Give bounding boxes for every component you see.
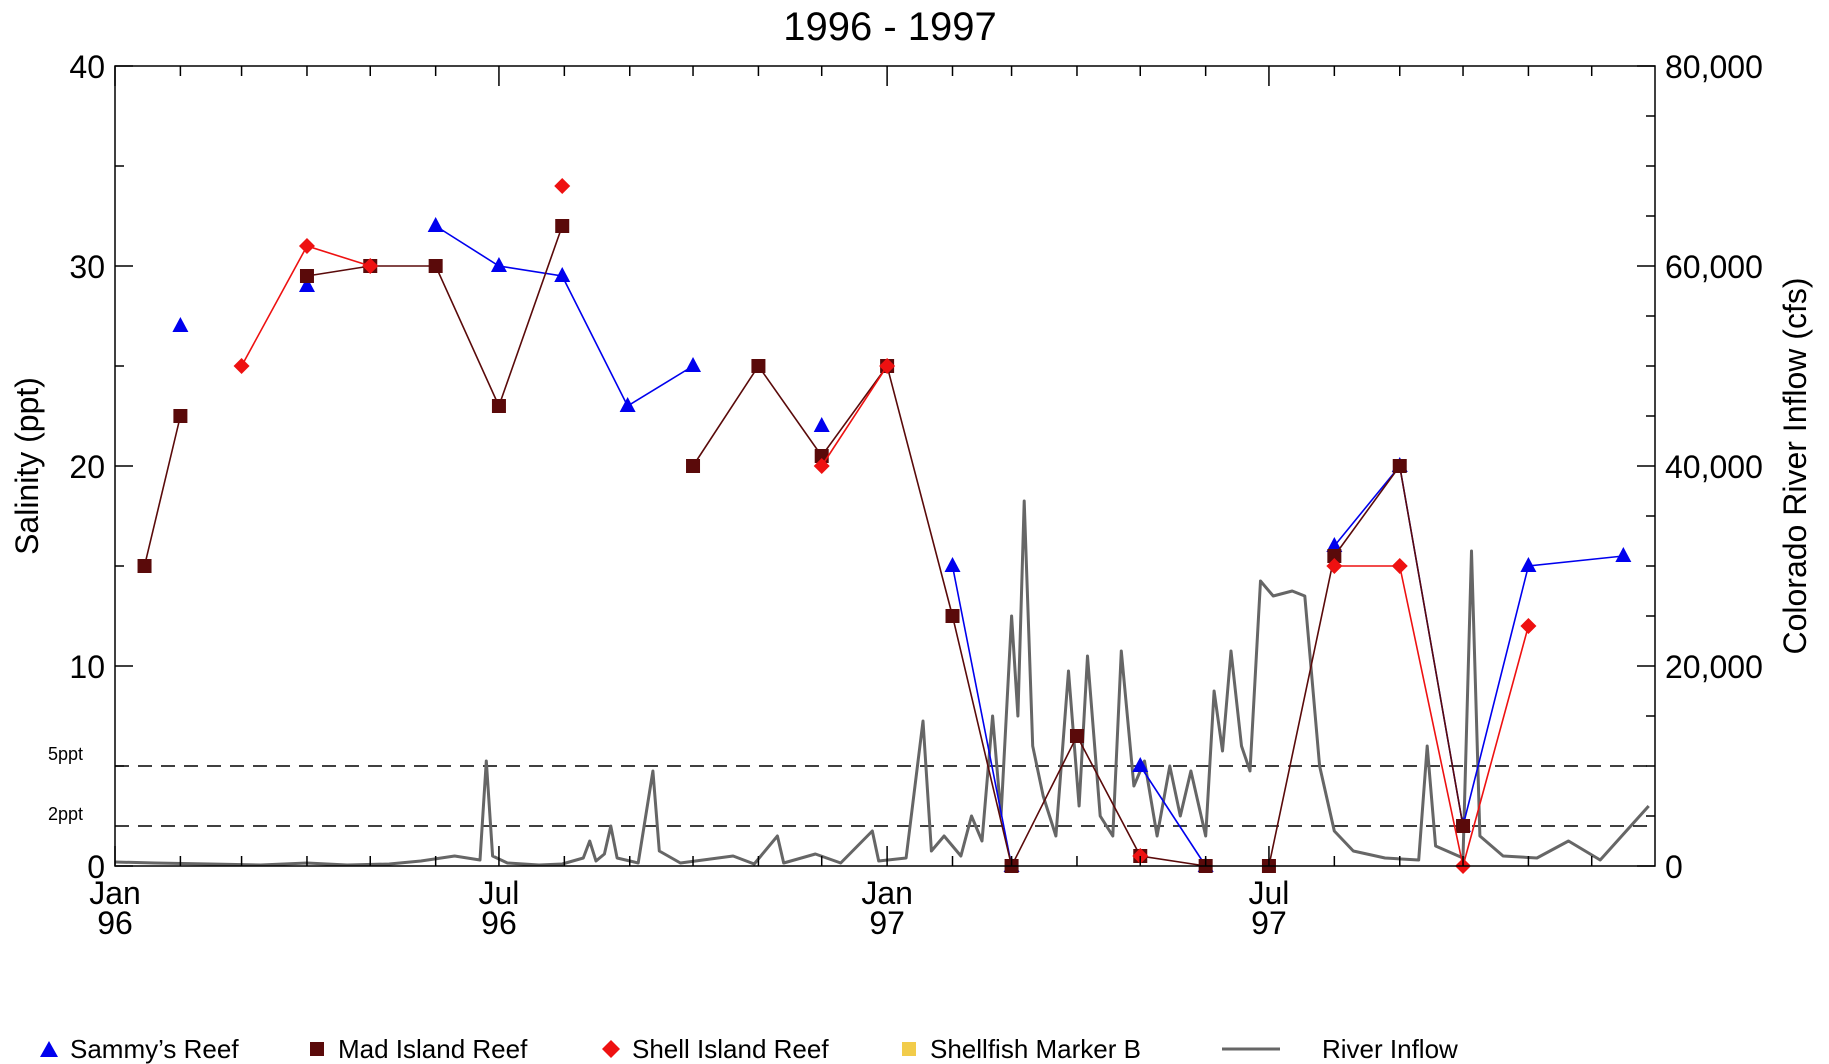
legend-item-mad-island-reef: Mad Island Reef [306, 1034, 527, 1064]
x-tick-label: 97 [869, 905, 905, 941]
series-line [143, 415, 182, 567]
square-marker [137, 559, 152, 573]
legend-label: Mad Island Reef [338, 1034, 528, 1064]
legend-label: Sammy’s Reef [70, 1034, 239, 1064]
y-tick-label: 10 [69, 649, 105, 685]
y2-tick-label: 80,000 [1665, 49, 1763, 85]
reference-lines: 5ppt 2ppt [48, 744, 1655, 827]
series-mad-island-reef [137, 219, 1471, 873]
legend-item-shellfish-marker-b: Shellfish Marker B [898, 1034, 1141, 1064]
series-line [1268, 464, 1464, 867]
series-shell-island-reef [233, 178, 1537, 874]
diamond-marker [554, 178, 571, 194]
y2-tick-label: 60,000 [1665, 249, 1763, 285]
diamond-marker [362, 258, 379, 274]
square-marker [555, 219, 570, 233]
tick-layer: 010203040020,00040,00060,00080,000Jan96J… [69, 49, 1762, 941]
triangle-marker [554, 267, 571, 282]
x-tick-label: 97 [1251, 905, 1287, 941]
y-tick-label: 20 [69, 449, 105, 485]
y-tick-label: 30 [69, 249, 105, 285]
triangle-marker [1326, 537, 1343, 552]
series-line [1139, 765, 1207, 867]
diamond-marker [1520, 618, 1537, 634]
series-line [240, 245, 371, 367]
plot-frame [114, 65, 1656, 867]
series-line [1334, 565, 1530, 867]
diamond-marker [813, 458, 830, 474]
diamond-marker-icon [602, 1040, 620, 1058]
triangle-marker [619, 397, 636, 412]
triangle-marker [1132, 757, 1149, 772]
triangle-marker [172, 317, 189, 332]
diamond-marker [1326, 558, 1343, 574]
diamond-marker [298, 238, 315, 254]
x-tick-label: Jan [861, 875, 913, 911]
y-axis-label: Salinity (ppt) [9, 377, 45, 555]
triangle-marker [813, 417, 830, 432]
square-marker-icon [902, 1042, 916, 1056]
square-marker [686, 459, 701, 473]
series-line [821, 365, 888, 467]
x-tick-label: Jan [89, 875, 141, 911]
legend: Sammy’s Reef Mad Island Reef Shell Islan… [0, 1034, 1829, 1064]
square-marker-icon [310, 1042, 324, 1056]
y-tick-label: 0 [87, 849, 105, 885]
diamond-marker [1391, 558, 1408, 574]
triangle-marker [685, 357, 702, 372]
y2-axis-label: Colorado River Inflow (cfs) [1777, 278, 1813, 655]
square-marker [428, 259, 443, 273]
square-marker [1069, 729, 1084, 743]
diamond-marker [879, 358, 896, 374]
square-marker [945, 609, 960, 623]
y-tick-label: 40 [69, 49, 105, 85]
x-tick-label: 96 [97, 905, 133, 941]
x-tick-label: 96 [481, 905, 517, 941]
series-sammy-s-reef [172, 217, 1632, 872]
series-line [306, 225, 563, 409]
square-marker [1456, 819, 1471, 833]
square-marker [299, 269, 314, 283]
square-marker [751, 359, 766, 373]
triangle-marker-icon [40, 1041, 58, 1057]
legend-label: Shellfish Marker B [930, 1034, 1141, 1064]
y2-tick-label: 20,000 [1665, 649, 1763, 685]
legend-item-river-inflow: River Inflow [1220, 1034, 1458, 1064]
legend-label: River Inflow [1322, 1034, 1458, 1064]
triangle-marker [1615, 547, 1632, 562]
triangle-marker [1520, 557, 1537, 572]
triangle-marker [944, 557, 961, 572]
square-marker [173, 409, 188, 423]
legend-item-shell-island-reef: Shell Island Reef [600, 1034, 829, 1064]
diamond-marker [233, 358, 250, 374]
x-tick-label: Jul [1248, 875, 1289, 911]
triangle-marker [427, 217, 444, 232]
x-tick-label: Jul [478, 875, 519, 911]
square-marker [1392, 459, 1407, 473]
plot-axes [114, 65, 1656, 867]
legend-item-sammys-reef: Sammy’s Reef [38, 1034, 239, 1064]
triangle-marker [298, 277, 315, 292]
y2-tick-label: 0 [1665, 849, 1683, 885]
series-line [435, 225, 694, 408]
y2-tick-label: 40,000 [1665, 449, 1763, 485]
river-inflow-line [114, 499, 1650, 867]
river-inflow-layer [114, 499, 1650, 867]
reference-line-label: 5ppt [48, 744, 83, 764]
series-line [951, 565, 1013, 867]
triangle-marker [490, 257, 507, 272]
legend-label: Shell Island Reef [632, 1034, 829, 1064]
chart-title: 1996 - 1997 [783, 5, 997, 49]
square-marker [491, 399, 506, 413]
square-marker [1327, 549, 1342, 563]
line-marker-icon [1222, 1047, 1280, 1051]
reference-line-label: 2ppt [48, 804, 83, 824]
salinity-series-layer [137, 178, 1632, 874]
